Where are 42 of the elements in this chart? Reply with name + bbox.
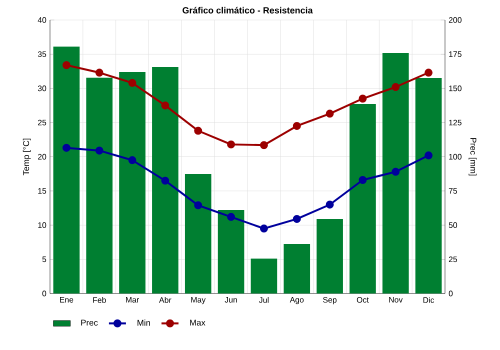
- legend-label: Prec: [81, 320, 98, 326]
- point: [292, 214, 301, 223]
- point: [95, 146, 104, 155]
- point: [392, 83, 400, 91]
- bar: [250, 258, 278, 294]
- point: [292, 122, 301, 130]
- point: [424, 68, 433, 77]
- point: [424, 151, 433, 160]
- point: [260, 141, 268, 150]
- point: [227, 140, 236, 148]
- point: [161, 101, 170, 110]
- point: [128, 156, 136, 164]
- bar: [184, 174, 212, 294]
- bar: [382, 52, 409, 294]
- bar: [316, 218, 343, 294]
- bar: [350, 104, 376, 294]
- point: [326, 110, 334, 118]
- point: [161, 176, 170, 185]
- point: [260, 224, 268, 233]
- point: [62, 61, 70, 70]
- point: [358, 94, 367, 103]
- point: [62, 144, 70, 152]
- bar: [119, 72, 146, 294]
- legend-label: Max: [190, 320, 206, 326]
- bar: [218, 210, 244, 294]
- bar: [415, 78, 442, 294]
- point: [358, 176, 367, 184]
- point: [194, 201, 202, 210]
- point: [95, 68, 104, 77]
- y2-axis-title: Prec [mm]: [468, 138, 477, 176]
- point: [194, 126, 202, 135]
- bar: [152, 67, 178, 294]
- bar: [284, 244, 310, 294]
- legend-label: Min: [138, 320, 150, 326]
- bar: [86, 78, 113, 294]
- point: [392, 168, 400, 176]
- point: [326, 200, 334, 209]
- chart-title: Gráfico climático - Resistencia: [182, 6, 313, 14]
- point: [227, 212, 236, 221]
- y-axis-title: Temp [°C]: [22, 138, 31, 176]
- bar: [53, 46, 80, 294]
- point: [128, 78, 136, 87]
